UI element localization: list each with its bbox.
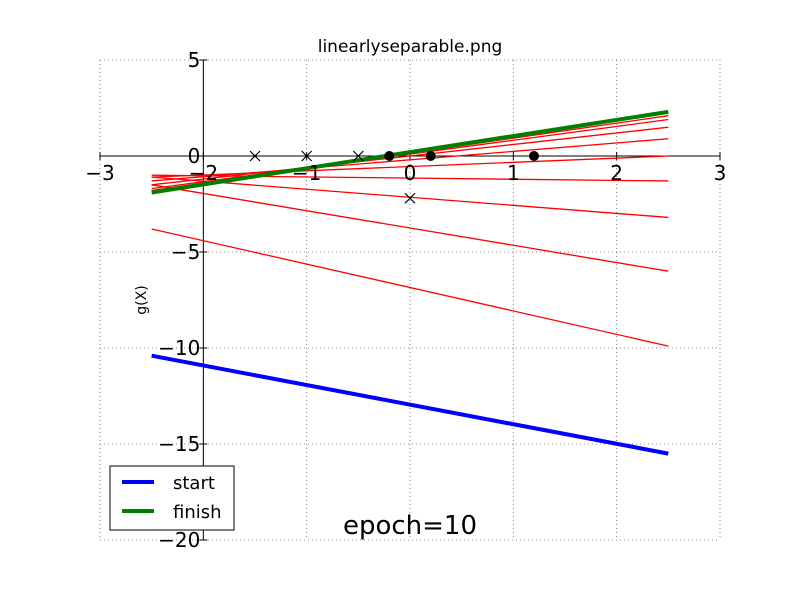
point-x-stroke (352, 150, 364, 162)
point-o-marker (425, 151, 436, 161)
x-tick-label: 1 (507, 161, 520, 185)
series-line-start (151, 353, 669, 456)
point-o-marker (529, 151, 539, 161)
intermediate-lines (151, 115, 669, 347)
point-x-stroke (249, 150, 261, 162)
x-tick-label: −3 (85, 161, 114, 185)
x-tick-label: 2 (610, 161, 623, 185)
intermediate-line (151, 174, 669, 182)
intermediate-line (151, 126, 669, 186)
x-tick-label: 3 (714, 161, 727, 185)
y-tick-label: 0 (188, 144, 201, 168)
chart-title: linearlyseparable.png (318, 37, 503, 57)
y-tick-label: −10 (158, 336, 200, 360)
epoch-annotation: epoch=10 (343, 511, 477, 541)
y-tick-label: −15 (158, 432, 200, 456)
x-tick-label: −1 (292, 161, 321, 185)
series-lines (151, 109, 669, 456)
legend-start-label: start (173, 473, 215, 494)
y-tick-label: −20 (158, 528, 200, 552)
point-x-stroke (404, 192, 416, 204)
point-x-marker (352, 150, 364, 162)
intermediate-line (151, 176, 669, 219)
point-o-marker (384, 151, 395, 161)
intermediate-line (151, 184, 669, 272)
legend-box (109, 465, 235, 531)
point-x-marker (301, 150, 313, 162)
data-points (249, 150, 539, 204)
x-tick-label: −2 (189, 161, 218, 185)
tick-labels: −3 −2 −1 0 1 2 350−5−10−15−20 (85, 48, 726, 552)
legend: start finish (109, 465, 235, 531)
y-axis-label: g(X) (134, 285, 150, 314)
intermediate-line (151, 138, 669, 182)
point-x-marker (249, 150, 261, 162)
y-tick-label: −5 (171, 240, 200, 264)
point-x-marker (404, 192, 416, 204)
point-x-stroke (301, 150, 313, 162)
y-tick-label: 5 (188, 48, 201, 72)
intermediate-line (151, 228, 669, 347)
series-line-finish (151, 109, 669, 195)
x-tick-label: 0 (404, 161, 417, 185)
legend-finish-label: finish (173, 502, 222, 523)
